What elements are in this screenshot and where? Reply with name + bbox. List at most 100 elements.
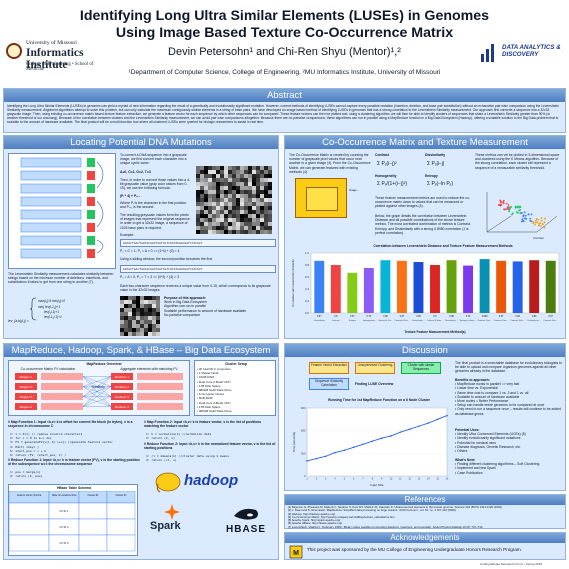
grayscale-pixel	[264, 186, 268, 190]
scatter-point	[529, 219, 532, 222]
grayscale-pixel	[196, 214, 200, 218]
conversion-text-3: Where Pᵢ is the character in the first p…	[120, 201, 188, 210]
next-item: • Finding different clustering algorithm…	[455, 462, 540, 467]
grayscale-pixel	[216, 170, 220, 174]
grayscale-pixel	[216, 190, 220, 194]
svg-text:max(i,j) if min(i,j)=0: max(i,j) if min(i,j)=0	[38, 299, 65, 303]
x-tick-label: Contrast, Entr…	[544, 319, 558, 322]
grayscale-pixel	[208, 202, 212, 206]
shuffling-label: Shuffling	[91, 385, 105, 389]
x-tick-label: Contrast, Entr…	[510, 319, 524, 322]
grayscale-pixel	[252, 226, 256, 230]
hbase-row-key: FV ID 2	[60, 525, 69, 529]
hbase-header-cell	[48, 491, 80, 504]
grayscale-pixel	[256, 174, 260, 178]
grayscale-pixel	[236, 206, 240, 210]
reducer-label: Reducer 3	[115, 395, 129, 399]
line-x-tick: 11	[399, 479, 402, 481]
cooc-calc-title: Co-occurrence Matrix FV calculation	[20, 367, 76, 371]
dna-pixel	[136, 332, 140, 336]
grayscale-pixel	[248, 230, 252, 234]
grayscale-pixel	[248, 210, 252, 214]
dna-pixel	[144, 308, 148, 312]
line-x-tick: 16	[446, 479, 449, 481]
benefit-item: • MapReduce works in parallel => very fa…	[455, 382, 520, 387]
image-note: Image...	[349, 188, 360, 192]
code-line: 1: cl = kmeans(k) //cluster data using k…	[146, 454, 230, 458]
x-tick-label: Contrast & Ent…	[394, 319, 409, 322]
grayscale-pixel	[256, 222, 260, 226]
grayscale-pixel	[264, 166, 268, 170]
grayscale-pixel	[260, 226, 264, 230]
dna-pixel	[136, 304, 140, 308]
grayscale-pixel	[228, 202, 232, 206]
benefit-item: • More nodes = Better Performance	[455, 399, 509, 404]
grayscale-pixel	[204, 198, 208, 202]
dna-pixel	[124, 312, 128, 316]
grayscale-pixel	[236, 214, 240, 218]
grayscale-pixel	[256, 210, 260, 214]
grayscale-pixel	[204, 222, 208, 226]
code-line: 6: return (FV, (start_pos, C) )	[10, 453, 66, 458]
shuffle-line	[82, 396, 112, 407]
reducer-box	[111, 383, 133, 390]
cooc-para-2: These feature measurement metrics are us…	[375, 196, 470, 209]
dna-pixel	[156, 300, 160, 304]
hbase-logo: HBASE	[220, 504, 276, 544]
grayscale-pixel	[220, 206, 224, 210]
shuffle-line	[82, 376, 112, 387]
next-steps-block: What's Next: • Finding different clusteri…	[455, 458, 563, 475]
benefits-title: Benefits to approach:	[455, 378, 490, 382]
reducer-box	[111, 373, 133, 380]
dna-pixel	[156, 296, 160, 300]
dna-pixel	[124, 328, 128, 332]
dna-pixel	[124, 304, 128, 308]
grayscale-pixel	[208, 178, 212, 182]
grayscale-pixel	[248, 186, 252, 190]
reference-item: [5] Apache Spark, http://spark.apache.or…	[288, 518, 341, 523]
grayscale-pixel	[208, 186, 212, 190]
grayscale-pixel	[196, 218, 200, 222]
line-y-tick: 900	[301, 406, 306, 410]
x-tick-label: Dissimilarity …	[412, 319, 425, 322]
code-line: 2: return (k, pos)	[10, 474, 43, 479]
chart-bar	[446, 260, 457, 313]
grayscale-pixel	[252, 178, 256, 182]
dna-pixel	[124, 332, 128, 336]
data-analytics-logo: DATA ANALYTICS & DISCOVERY	[480, 40, 564, 76]
dna-pixel	[152, 332, 156, 336]
dna-pixel	[144, 304, 148, 308]
line-y-label: Time (seconds)	[292, 432, 296, 453]
dna-pixel	[124, 296, 128, 300]
dna-pixel	[144, 296, 148, 300]
reducer-output	[137, 403, 183, 410]
purpose-item: No pairwise comparison	[164, 312, 201, 317]
grayscale-pixel	[244, 206, 248, 210]
grayscale-pixel	[208, 222, 212, 226]
mapreduce-overview: MapReduce Overview Co-occurrence Matrix …	[8, 360, 190, 416]
dna-pixel	[152, 328, 156, 332]
benefits-block: Benefits to approach: • MapReduce works i…	[455, 378, 563, 416]
poster-header: Identifying Long Ultra Similar Elements …	[0, 0, 569, 86]
data-label: 0.87	[400, 316, 405, 318]
hbase-header-cell	[106, 491, 136, 504]
grayscale-pixel	[268, 182, 272, 186]
dna-pixel	[128, 304, 132, 308]
mapreduce-overview-title: MapReduce Overview	[86, 362, 122, 366]
grayscale-pixel	[264, 182, 268, 186]
line-x-tick: 5	[344, 479, 346, 481]
map1-title: // Map Function 1: Input <k,v> k is offs…	[8, 420, 133, 429]
grayscale-pixel	[232, 194, 236, 198]
grayscale-pixel	[220, 186, 224, 190]
mapper-output	[41, 403, 83, 410]
grayscale-pixel	[204, 170, 208, 174]
grayscale-pixel	[236, 182, 240, 186]
grayscale-pixel	[248, 218, 252, 222]
grayscale-pixel	[268, 198, 272, 202]
grayscale-pixel	[252, 230, 256, 234]
grayscale-pixel	[236, 194, 240, 198]
cluster-spec-line: • 1 Master Node	[197, 371, 219, 376]
poster-title: Identifying Long Ultra Similar Elements …	[79, 8, 490, 41]
reduce1-title: // Reduce Function 1: Input <k,v> k is f…	[8, 458, 140, 467]
line-x-tick: 15	[436, 479, 439, 481]
